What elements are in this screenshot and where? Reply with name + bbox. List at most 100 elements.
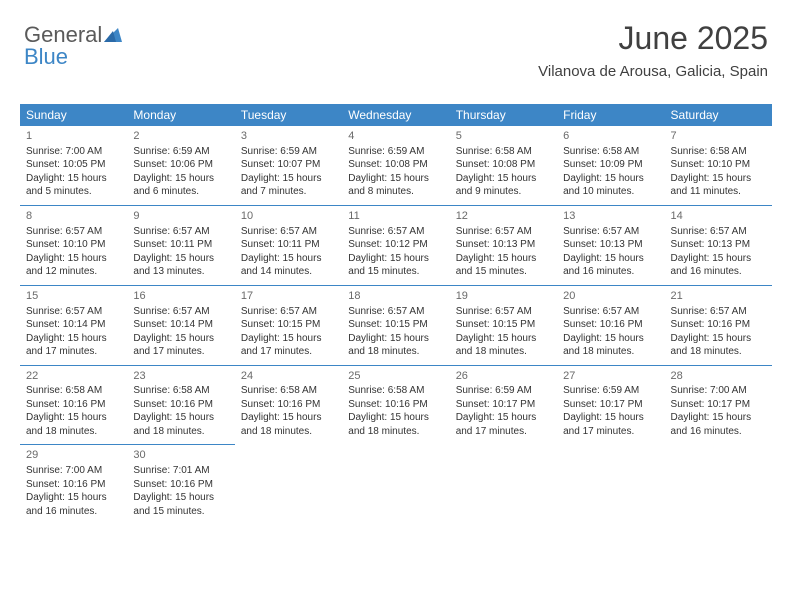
daylight-text: Daylight: 15 hours and 17 minutes.: [456, 411, 551, 438]
sunrise-text: Sunrise: 7:00 AM: [26, 464, 121, 478]
calendar-day-cell: 8Sunrise: 6:57 AMSunset: 10:10 PMDayligh…: [20, 205, 127, 285]
sunrise-text: Sunrise: 7:01 AM: [133, 464, 228, 478]
day-number: 4: [348, 129, 443, 144]
sunrise-text: Sunrise: 6:57 AM: [133, 305, 228, 319]
col-thursday: Thursday: [450, 104, 557, 126]
day-number: 19: [456, 289, 551, 304]
calendar-day-cell: 2Sunrise: 6:59 AMSunset: 10:06 PMDayligh…: [127, 126, 234, 205]
sunrise-text: Sunrise: 6:58 AM: [563, 145, 658, 159]
sunrise-text: Sunrise: 6:57 AM: [26, 225, 121, 239]
sunset-text: Sunset: 10:08 PM: [348, 158, 443, 172]
sunrise-text: Sunrise: 6:59 AM: [563, 384, 658, 398]
sunset-text: Sunset: 10:13 PM: [456, 238, 551, 252]
day-number: 20: [563, 289, 658, 304]
calendar-day-cell: 18Sunrise: 6:57 AMSunset: 10:15 PMDaylig…: [342, 285, 449, 365]
sunset-text: Sunset: 10:13 PM: [563, 238, 658, 252]
daylight-text: Daylight: 15 hours and 11 minutes.: [671, 172, 766, 199]
daylight-text: Daylight: 15 hours and 18 minutes.: [133, 411, 228, 438]
daylight-text: Daylight: 15 hours and 5 minutes.: [26, 172, 121, 199]
daylight-text: Daylight: 15 hours and 15 minutes.: [456, 252, 551, 279]
calendar-day-cell: 19Sunrise: 6:57 AMSunset: 10:15 PMDaylig…: [450, 285, 557, 365]
day-number: 17: [241, 289, 336, 304]
calendar-day-cell: 21Sunrise: 6:57 AMSunset: 10:16 PMDaylig…: [665, 285, 772, 365]
daylight-text: Daylight: 15 hours and 8 minutes.: [348, 172, 443, 199]
calendar-empty-cell: [557, 445, 664, 524]
sunrise-text: Sunrise: 6:58 AM: [26, 384, 121, 398]
sunrise-text: Sunrise: 6:58 AM: [671, 145, 766, 159]
calendar-day-cell: 4Sunrise: 6:59 AMSunset: 10:08 PMDayligh…: [342, 126, 449, 205]
location-text: Vilanova de Arousa, Galicia, Spain: [538, 63, 768, 80]
calendar-day-cell: 6Sunrise: 6:58 AMSunset: 10:09 PMDayligh…: [557, 126, 664, 205]
sunset-text: Sunset: 10:16 PM: [26, 398, 121, 412]
calendar-day-cell: 30Sunrise: 7:01 AMSunset: 10:16 PMDaylig…: [127, 445, 234, 524]
calendar-empty-cell: [450, 445, 557, 524]
calendar-day-cell: 12Sunrise: 6:57 AMSunset: 10:13 PMDaylig…: [450, 205, 557, 285]
daylight-text: Daylight: 15 hours and 13 minutes.: [133, 252, 228, 279]
calendar-empty-cell: [665, 445, 772, 524]
calendar-day-cell: 1Sunrise: 7:00 AMSunset: 10:05 PMDayligh…: [20, 126, 127, 205]
daylight-text: Daylight: 15 hours and 7 minutes.: [241, 172, 336, 199]
sunset-text: Sunset: 10:17 PM: [563, 398, 658, 412]
daylight-text: Daylight: 15 hours and 17 minutes.: [133, 332, 228, 359]
sunset-text: Sunset: 10:10 PM: [671, 158, 766, 172]
brand-part2: Blue: [24, 44, 68, 69]
day-number: 27: [563, 369, 658, 384]
sunset-text: Sunset: 10:13 PM: [671, 238, 766, 252]
day-number: 14: [671, 209, 766, 224]
sunset-text: Sunset: 10:11 PM: [133, 238, 228, 252]
col-wednesday: Wednesday: [342, 104, 449, 126]
sunrise-text: Sunrise: 6:57 AM: [241, 225, 336, 239]
sunset-text: Sunset: 10:16 PM: [241, 398, 336, 412]
header-right: June 2025 Vilanova de Arousa, Galicia, S…: [538, 20, 768, 80]
daylight-text: Daylight: 15 hours and 16 minutes.: [563, 252, 658, 279]
calendar-day-cell: 22Sunrise: 6:58 AMSunset: 10:16 PMDaylig…: [20, 365, 127, 445]
day-number: 22: [26, 369, 121, 384]
col-monday: Monday: [127, 104, 234, 126]
daylight-text: Daylight: 15 hours and 16 minutes.: [671, 252, 766, 279]
calendar-header-row: Sunday Monday Tuesday Wednesday Thursday…: [20, 104, 772, 126]
calendar-week-row: 15Sunrise: 6:57 AMSunset: 10:14 PMDaylig…: [20, 285, 772, 365]
calendar-day-cell: 9Sunrise: 6:57 AMSunset: 10:11 PMDayligh…: [127, 205, 234, 285]
calendar-body: 1Sunrise: 7:00 AMSunset: 10:05 PMDayligh…: [20, 126, 772, 524]
day-number: 12: [456, 209, 551, 224]
calendar-day-cell: 11Sunrise: 6:57 AMSunset: 10:12 PMDaylig…: [342, 205, 449, 285]
sunset-text: Sunset: 10:11 PM: [241, 238, 336, 252]
sunset-text: Sunset: 10:16 PM: [133, 478, 228, 492]
day-number: 2: [133, 129, 228, 144]
sunrise-text: Sunrise: 6:57 AM: [671, 225, 766, 239]
day-number: 28: [671, 369, 766, 384]
daylight-text: Daylight: 15 hours and 18 minutes.: [456, 332, 551, 359]
day-number: 11: [348, 209, 443, 224]
sunrise-text: Sunrise: 6:57 AM: [133, 225, 228, 239]
col-friday: Friday: [557, 104, 664, 126]
col-tuesday: Tuesday: [235, 104, 342, 126]
calendar-day-cell: 16Sunrise: 6:57 AMSunset: 10:14 PMDaylig…: [127, 285, 234, 365]
calendar-week-row: 22Sunrise: 6:58 AMSunset: 10:16 PMDaylig…: [20, 365, 772, 445]
sunset-text: Sunset: 10:10 PM: [26, 238, 121, 252]
daylight-text: Daylight: 15 hours and 17 minutes.: [563, 411, 658, 438]
day-number: 3: [241, 129, 336, 144]
day-number: 29: [26, 448, 121, 463]
sunset-text: Sunset: 10:08 PM: [456, 158, 551, 172]
calendar-day-cell: 29Sunrise: 7:00 AMSunset: 10:16 PMDaylig…: [20, 445, 127, 524]
day-number: 7: [671, 129, 766, 144]
daylight-text: Daylight: 15 hours and 16 minutes.: [671, 411, 766, 438]
sunset-text: Sunset: 10:05 PM: [26, 158, 121, 172]
daylight-text: Daylight: 15 hours and 18 minutes.: [671, 332, 766, 359]
sunrise-text: Sunrise: 6:58 AM: [456, 145, 551, 159]
sunrise-text: Sunrise: 6:59 AM: [456, 384, 551, 398]
sunrise-text: Sunrise: 6:57 AM: [456, 225, 551, 239]
daylight-text: Daylight: 15 hours and 18 minutes.: [241, 411, 336, 438]
day-number: 8: [26, 209, 121, 224]
daylight-text: Daylight: 15 hours and 10 minutes.: [563, 172, 658, 199]
sunrise-text: Sunrise: 7:00 AM: [26, 145, 121, 159]
sunset-text: Sunset: 10:16 PM: [26, 478, 121, 492]
sunset-text: Sunset: 10:14 PM: [133, 318, 228, 332]
sunrise-text: Sunrise: 6:57 AM: [671, 305, 766, 319]
daylight-text: Daylight: 15 hours and 17 minutes.: [241, 332, 336, 359]
sunset-text: Sunset: 10:15 PM: [348, 318, 443, 332]
sunrise-text: Sunrise: 6:58 AM: [133, 384, 228, 398]
sunrise-text: Sunrise: 7:00 AM: [671, 384, 766, 398]
calendar-day-cell: 26Sunrise: 6:59 AMSunset: 10:17 PMDaylig…: [450, 365, 557, 445]
sunset-text: Sunset: 10:15 PM: [456, 318, 551, 332]
